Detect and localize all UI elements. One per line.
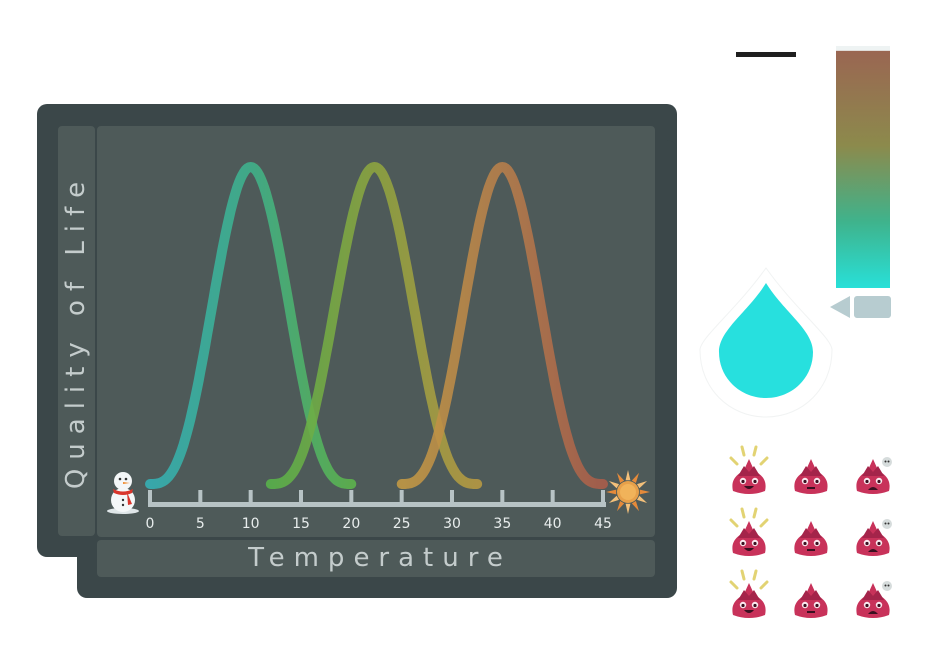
x-tick-label: 30 bbox=[443, 516, 461, 532]
x-tick bbox=[500, 490, 505, 505]
x-tick bbox=[148, 490, 152, 505]
plot-area bbox=[97, 126, 655, 537]
x-tick-label: 0 bbox=[146, 516, 155, 532]
sick-creature-icon bbox=[856, 581, 892, 618]
quality-curve-2 bbox=[265, 162, 483, 489]
x-tick bbox=[198, 490, 203, 505]
x-tick-label: 45 bbox=[594, 516, 612, 532]
creature-grid bbox=[729, 445, 892, 618]
y-axis-label-box bbox=[58, 126, 95, 536]
temperature-gauge[interactable] bbox=[836, 46, 890, 289]
x-axis-label: Temperature bbox=[248, 543, 512, 573]
neutral-creature-icon bbox=[794, 583, 828, 618]
x-tick bbox=[601, 490, 605, 505]
x-tick-label: 10 bbox=[242, 516, 260, 532]
snowman-icon bbox=[107, 472, 139, 514]
axis-line bbox=[148, 502, 606, 507]
x-tick-label: 35 bbox=[493, 516, 511, 532]
curves bbox=[145, 162, 608, 489]
x-tick bbox=[349, 490, 354, 505]
x-tick-label: 40 bbox=[544, 516, 562, 532]
x-tick bbox=[450, 490, 454, 505]
x-tick-label: 15 bbox=[292, 516, 310, 532]
x-tick bbox=[550, 490, 555, 505]
quality-curve-1 bbox=[145, 162, 357, 489]
x-axis: 0 5 10 15 20 25 30 35 40 45 bbox=[146, 490, 612, 532]
happy-creature-icon bbox=[729, 569, 769, 618]
minus-icon[interactable] bbox=[736, 52, 796, 57]
neutral-creature-icon bbox=[794, 459, 828, 494]
x-tick bbox=[399, 490, 404, 505]
x-tick-label: 20 bbox=[342, 516, 360, 532]
x-tick-label: 25 bbox=[393, 516, 411, 532]
x-axis-label-box bbox=[97, 540, 655, 577]
sick-creature-icon bbox=[856, 457, 892, 494]
quality-curve-3 bbox=[396, 162, 608, 489]
sick-creature-icon bbox=[856, 519, 892, 556]
water-drop-icon[interactable] bbox=[699, 267, 833, 418]
x-tick bbox=[299, 490, 303, 505]
happy-creature-icon bbox=[729, 507, 769, 556]
sun-icon bbox=[606, 470, 650, 514]
arrow-left-icon[interactable] bbox=[830, 296, 891, 318]
neutral-creature-icon bbox=[794, 521, 828, 556]
x-tick-label: 5 bbox=[196, 516, 205, 532]
gauge-fill bbox=[836, 50, 890, 289]
happy-creature-icon bbox=[729, 445, 769, 494]
x-tick bbox=[248, 490, 253, 505]
